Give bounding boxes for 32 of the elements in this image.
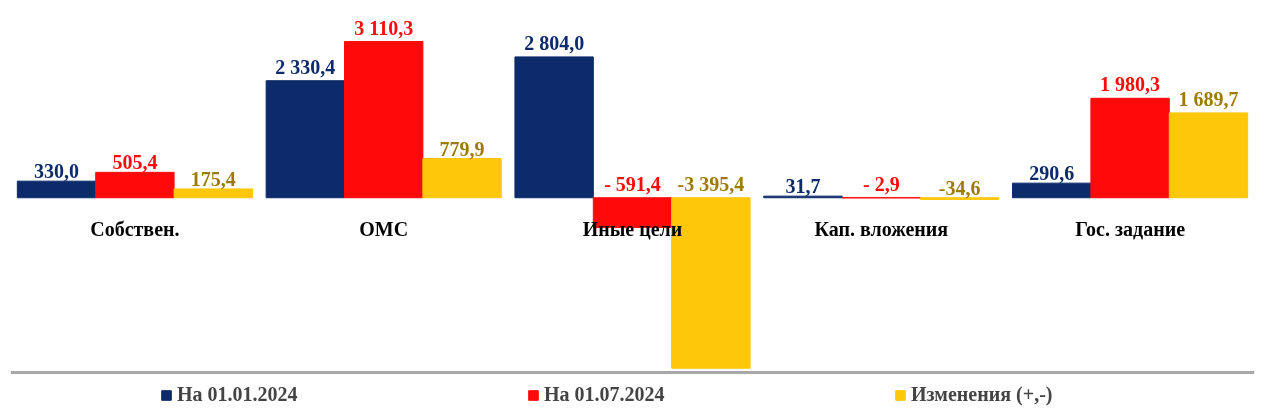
data-label: - 591,4 [604, 172, 661, 195]
data-label: -34,6 [938, 176, 981, 199]
data-label: 2 804,0 [524, 31, 585, 54]
data-label: 175,4 [190, 167, 236, 190]
legend-label: На 01.01.2024 [177, 383, 299, 406]
data-label: 330,0 [34, 160, 80, 183]
bar [1168, 112, 1249, 199]
bar [514, 56, 594, 199]
data-label: 1 980,3 [1100, 73, 1161, 96]
x-tick-label: Гос. задание [1075, 217, 1186, 240]
data-label: 31,7 [785, 175, 821, 198]
data-label: 1 689,7 [1178, 87, 1239, 110]
x-tick-label: Кап. вложения [814, 217, 949, 240]
data-label: 3 110,3 [354, 16, 414, 39]
bar [16, 180, 97, 199]
bar [1090, 97, 1170, 199]
bar [422, 158, 502, 199]
bar [95, 171, 175, 199]
bar [265, 80, 346, 199]
x-tick-label: ОМС [359, 217, 409, 240]
bar [173, 188, 253, 199]
data-label: 505,4 [112, 151, 158, 174]
x-tick-label: Собствен. [90, 217, 180, 240]
legend-label: Изменения (+,-) [911, 383, 1054, 406]
bar [1012, 182, 1092, 199]
data-label: -3 395,4 [677, 172, 745, 195]
data-label: 2 330,4 [275, 55, 336, 78]
data-label: 290,6 [1029, 162, 1075, 185]
bar [344, 41, 424, 199]
legend-label: На 01.07.2024 [544, 383, 666, 406]
data-label: - 2,9 [862, 172, 900, 195]
data-label: 779,9 [439, 137, 485, 160]
